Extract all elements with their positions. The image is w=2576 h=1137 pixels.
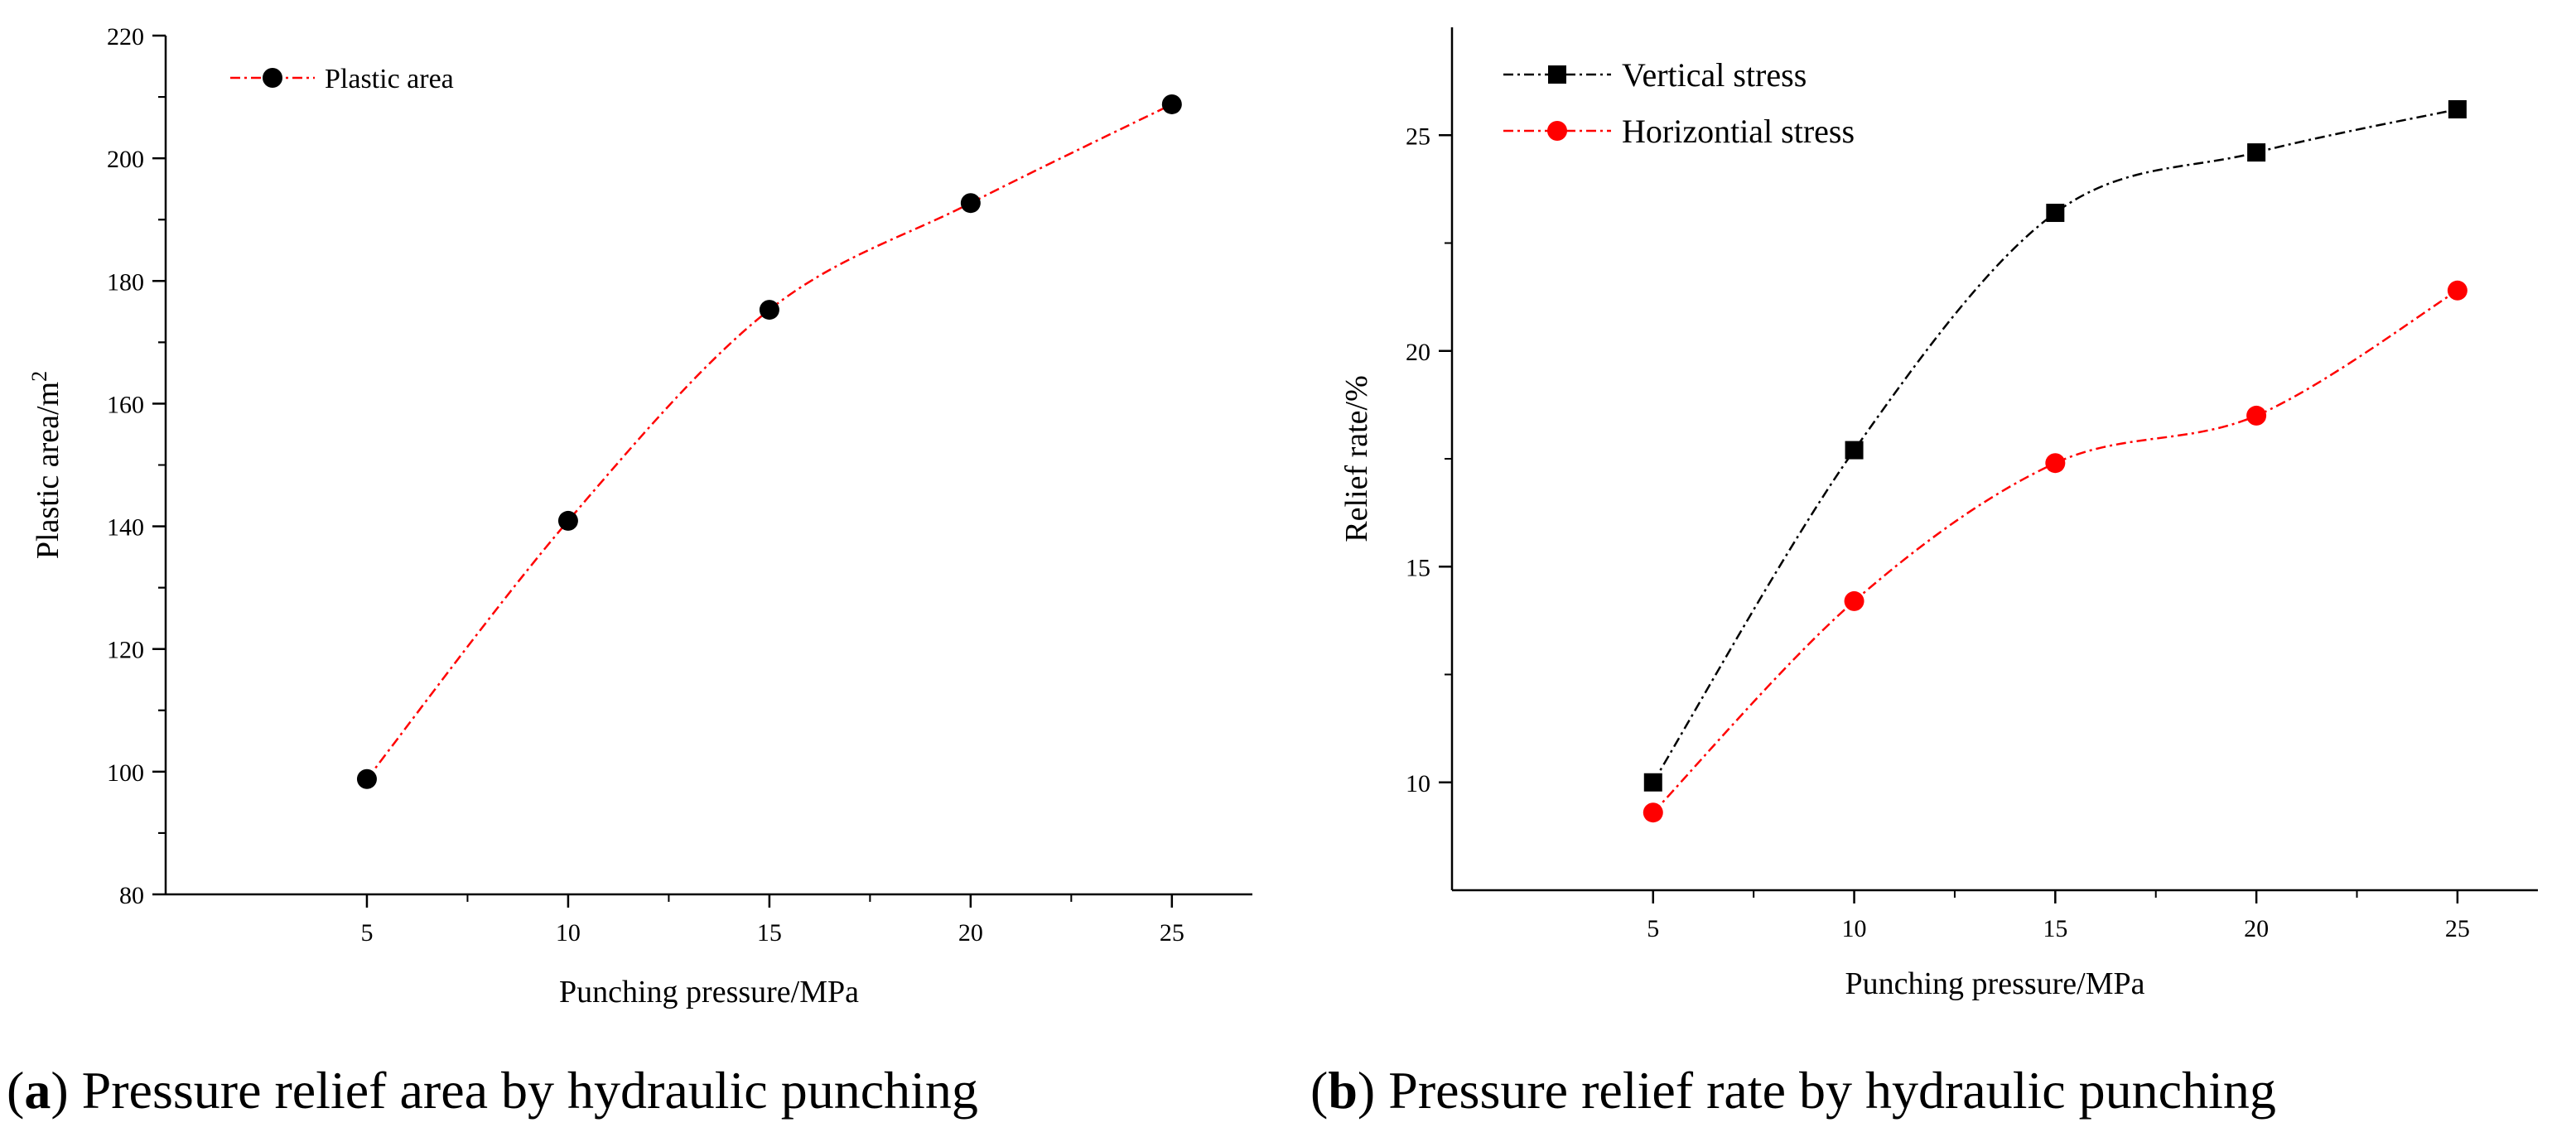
chart-a-y-tick-label: 200 — [107, 146, 144, 173]
chart-a-y-tick-label: 160 — [107, 391, 144, 418]
chart-a-x-tick-label: 10 — [556, 919, 581, 947]
chart-a-series-0-point — [759, 300, 779, 320]
chart-a-y-tick-label: 120 — [107, 637, 144, 664]
chart-b-series-1-point — [2447, 280, 2467, 301]
chart-b-series-0-point — [2046, 204, 2065, 223]
chart-a-x-tick-label: 25 — [1160, 919, 1184, 947]
chart-panel-b: Vertical stress Horizontial stress Punch… — [1310, 27, 2538, 1120]
chart-b-y-axis-title: Relief rate/% — [1339, 375, 1374, 542]
chart-b-x-tick-label: 20 — [2244, 915, 2269, 942]
chart-b-series-1-point — [2246, 405, 2267, 426]
chart-b-y-tick-label: 15 — [1406, 554, 1430, 581]
chart-b-y-tick-label: 10 — [1406, 770, 1430, 797]
chart-a-x-tick-label: 5 — [360, 919, 373, 947]
chart-b-x-tick-label: 5 — [1647, 915, 1659, 942]
chart-a-caption-paren-open: ( — [7, 1061, 24, 1120]
chart-b-series-0-point — [1643, 773, 1662, 792]
chart-b-series-1-point — [1643, 802, 1663, 823]
chart-a-series-0-point — [557, 510, 578, 531]
chart-b-series-0-point — [2448, 99, 2467, 118]
chart-a-y-tick-label: 80 — [119, 882, 144, 909]
chart-a-caption-paren-close: ) — [51, 1061, 81, 1120]
chart-a-y-axis-title-superscript: 2 — [27, 371, 51, 382]
chart-b-caption-paren-open: ( — [1310, 1061, 1328, 1120]
chart-b-x-tick-label: 25 — [2445, 915, 2470, 942]
chart-a-caption-text: Pressure relief area by hydraulic punchi… — [82, 1061, 978, 1120]
chart-b-legend-marker-horizontal — [1547, 121, 1567, 141]
chart-b-legend-label-horizontal: Horizontial stress — [1622, 113, 1855, 150]
chart-b-y-tick-label: 25 — [1406, 123, 1430, 150]
chart-b-series-0-point — [2247, 143, 2266, 162]
chart-b-x-tick-label: 10 — [1842, 915, 1867, 942]
chart-b-legend: Vertical stress Horizontial stress — [1503, 56, 1855, 150]
chart-a-y-tick-label: 100 — [107, 759, 144, 787]
chart-a-y-tick-label: 180 — [107, 268, 144, 296]
chart-a-series-0-point — [1161, 94, 1182, 114]
chart-b-series-1-point — [2045, 453, 2066, 474]
chart-a-series-0-point — [356, 768, 377, 789]
chart-b-x-axis-title: Punching pressure/MPa — [1845, 966, 2144, 1001]
chart-a-series-0-line — [365, 103, 1173, 780]
chart-a-y-axis-title-text: Plastic area/m — [31, 382, 65, 559]
chart-a-x-axis-title: Punching pressure/MPa — [559, 975, 859, 1009]
chart-a-legend-marker — [263, 68, 282, 88]
chart-a-x-tick-label: 15 — [757, 919, 782, 947]
chart-a-legend-label: Plastic area — [325, 64, 454, 94]
chart-a-caption-label: a — [24, 1061, 51, 1120]
chart-b-series-0-line — [1652, 108, 2458, 783]
chart-a-y-axis-title: Plastic area/m2 — [27, 371, 65, 559]
chart-a-caption: (a) Pressure relief area by hydraulic pu… — [7, 1061, 978, 1120]
chart-panel-a: Plastic area Punching pressure/MPa Plast… — [7, 23, 1252, 1120]
chart-a-y-tick-label: 220 — [107, 23, 144, 51]
chart-b-caption-text: Pressure relief rate by hydraulic punchi… — [1388, 1061, 2276, 1120]
chart-a-y-tick-label: 140 — [107, 514, 144, 542]
chart-b-caption: (b) Pressure relief rate by hydraulic pu… — [1310, 1061, 2276, 1120]
chart-a-x-tick-label: 20 — [958, 919, 983, 947]
chart-b-x-tick-label: 15 — [2043, 915, 2067, 942]
chart-b-series-1-line — [1652, 289, 2458, 814]
chart-b-series-0-point — [1845, 441, 1864, 460]
chart-b-legend-label-vertical: Vertical stress — [1622, 56, 1807, 94]
chart-a-series-0-point — [960, 193, 981, 214]
chart-b-series-1-point — [1844, 590, 1864, 611]
chart-a-legend: Plastic area — [230, 64, 454, 94]
chart-b-caption-label: b — [1328, 1061, 1358, 1120]
chart-b-legend-marker-vertical — [1548, 65, 1566, 84]
chart-b-y-tick-label: 20 — [1406, 339, 1430, 366]
chart-b-caption-paren-close: ) — [1358, 1061, 1388, 1120]
